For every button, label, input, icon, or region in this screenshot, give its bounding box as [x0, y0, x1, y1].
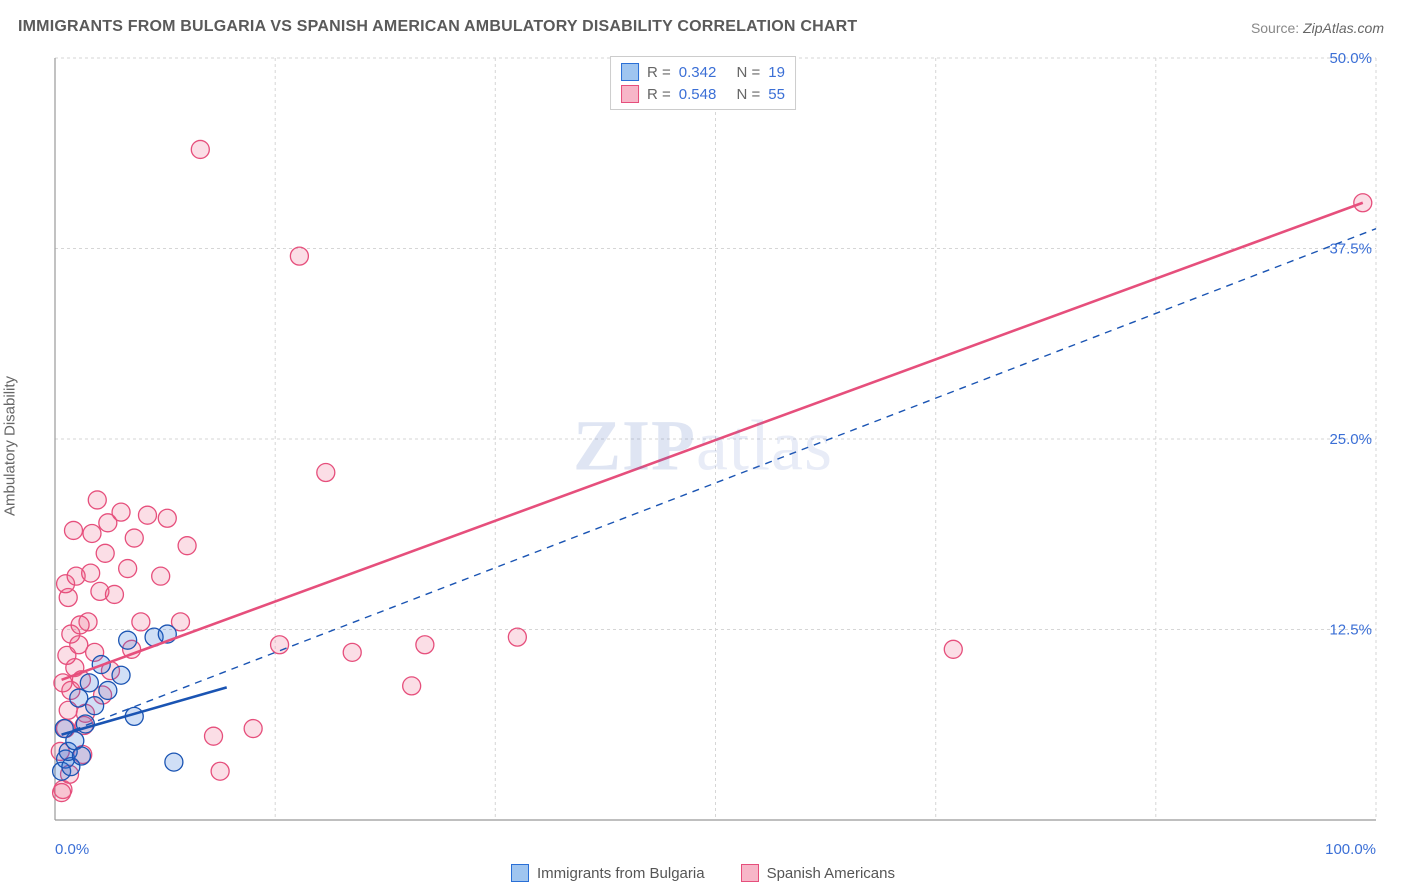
svg-text:50.0%: 50.0%	[1329, 50, 1372, 67]
scatter-plot-svg: 12.5% 25.0% 37.5% 50.0% 0.0% 100.0%	[0, 0, 1406, 892]
r-value: 0.548	[679, 86, 717, 103]
chart-container: IMMIGRANTS FROM BULGARIA VS SPANISH AMER…	[0, 0, 1406, 892]
legend-item-blue: Immigrants from Bulgaria	[511, 864, 705, 882]
r-label: R =	[647, 64, 671, 81]
correlation-row-pink: R = 0.548 N = 55	[621, 83, 785, 105]
legend-item-pink: Spanish Americans	[741, 864, 895, 882]
svg-text:37.5%: 37.5%	[1329, 241, 1372, 258]
legend-label: Immigrants from Bulgaria	[537, 865, 705, 882]
n-label: N =	[737, 64, 761, 81]
correlation-row-blue: R = 0.342 N = 19	[621, 61, 785, 83]
n-label: N =	[737, 86, 761, 103]
correlation-legend: R = 0.342 N = 19 R = 0.548 N = 55	[610, 56, 796, 110]
legend-label: Spanish Americans	[767, 865, 895, 882]
swatch-blue	[511, 864, 529, 882]
n-value: 55	[768, 86, 785, 103]
r-label: R =	[647, 86, 671, 103]
swatch-pink	[741, 864, 759, 882]
swatch-pink	[621, 85, 639, 103]
series-legend: Immigrants from Bulgaria Spanish America…	[0, 864, 1406, 882]
swatch-blue	[621, 63, 639, 81]
svg-text:25.0%: 25.0%	[1329, 431, 1372, 448]
r-value: 0.342	[679, 64, 717, 81]
n-value: 19	[768, 64, 785, 81]
svg-text:0.0%: 0.0%	[55, 841, 89, 858]
svg-text:12.5%: 12.5%	[1329, 622, 1372, 639]
svg-text:100.0%: 100.0%	[1325, 841, 1376, 858]
